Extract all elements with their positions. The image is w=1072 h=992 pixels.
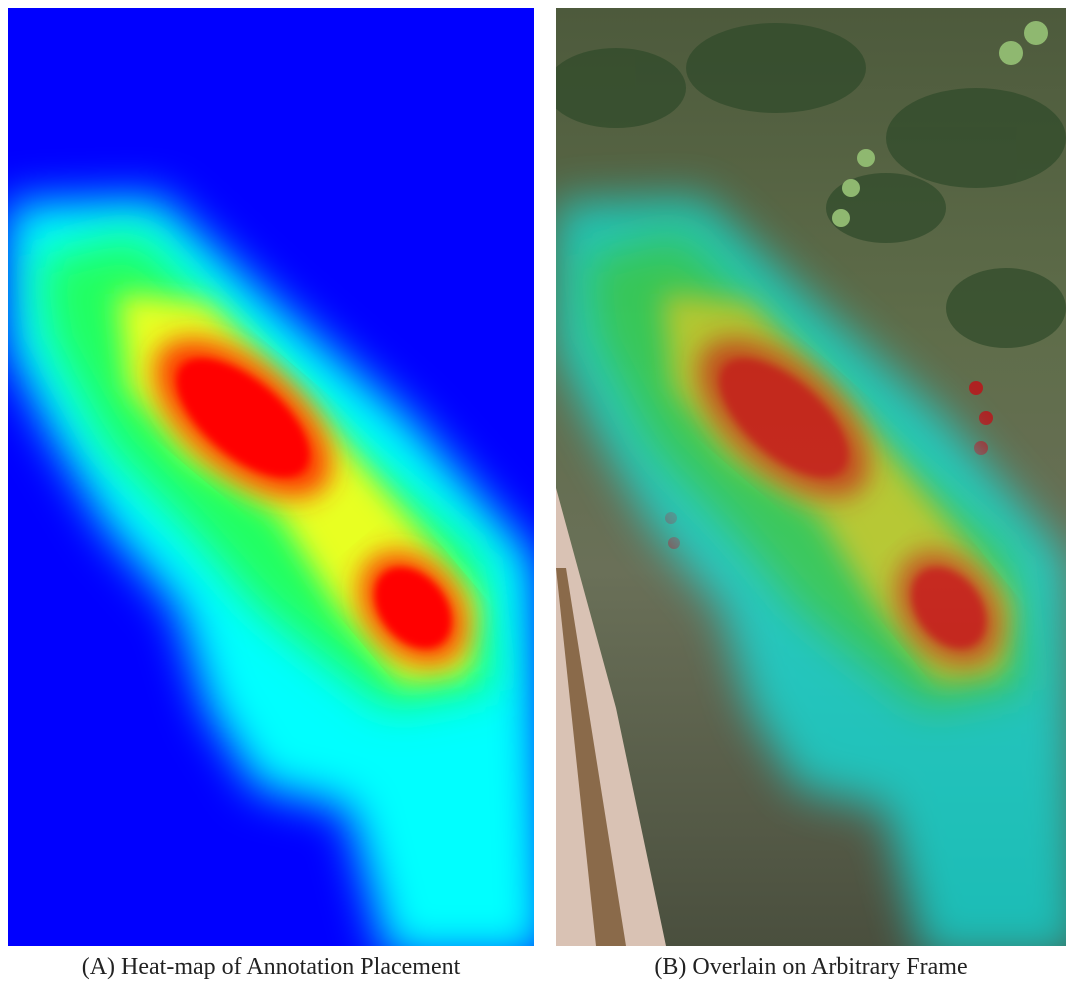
page: {"figure": {"panels": [ {"caption": "(A)… bbox=[0, 0, 1072, 992]
figure bbox=[0, 0, 1072, 950]
heatmap-panel bbox=[8, 8, 548, 950]
caption: (B) Overlain on Arbitrary Frame bbox=[556, 954, 1066, 981]
caption: (A) Heat-map of Annotation Placement bbox=[8, 954, 534, 981]
overlay-panel bbox=[546, 8, 1072, 950]
